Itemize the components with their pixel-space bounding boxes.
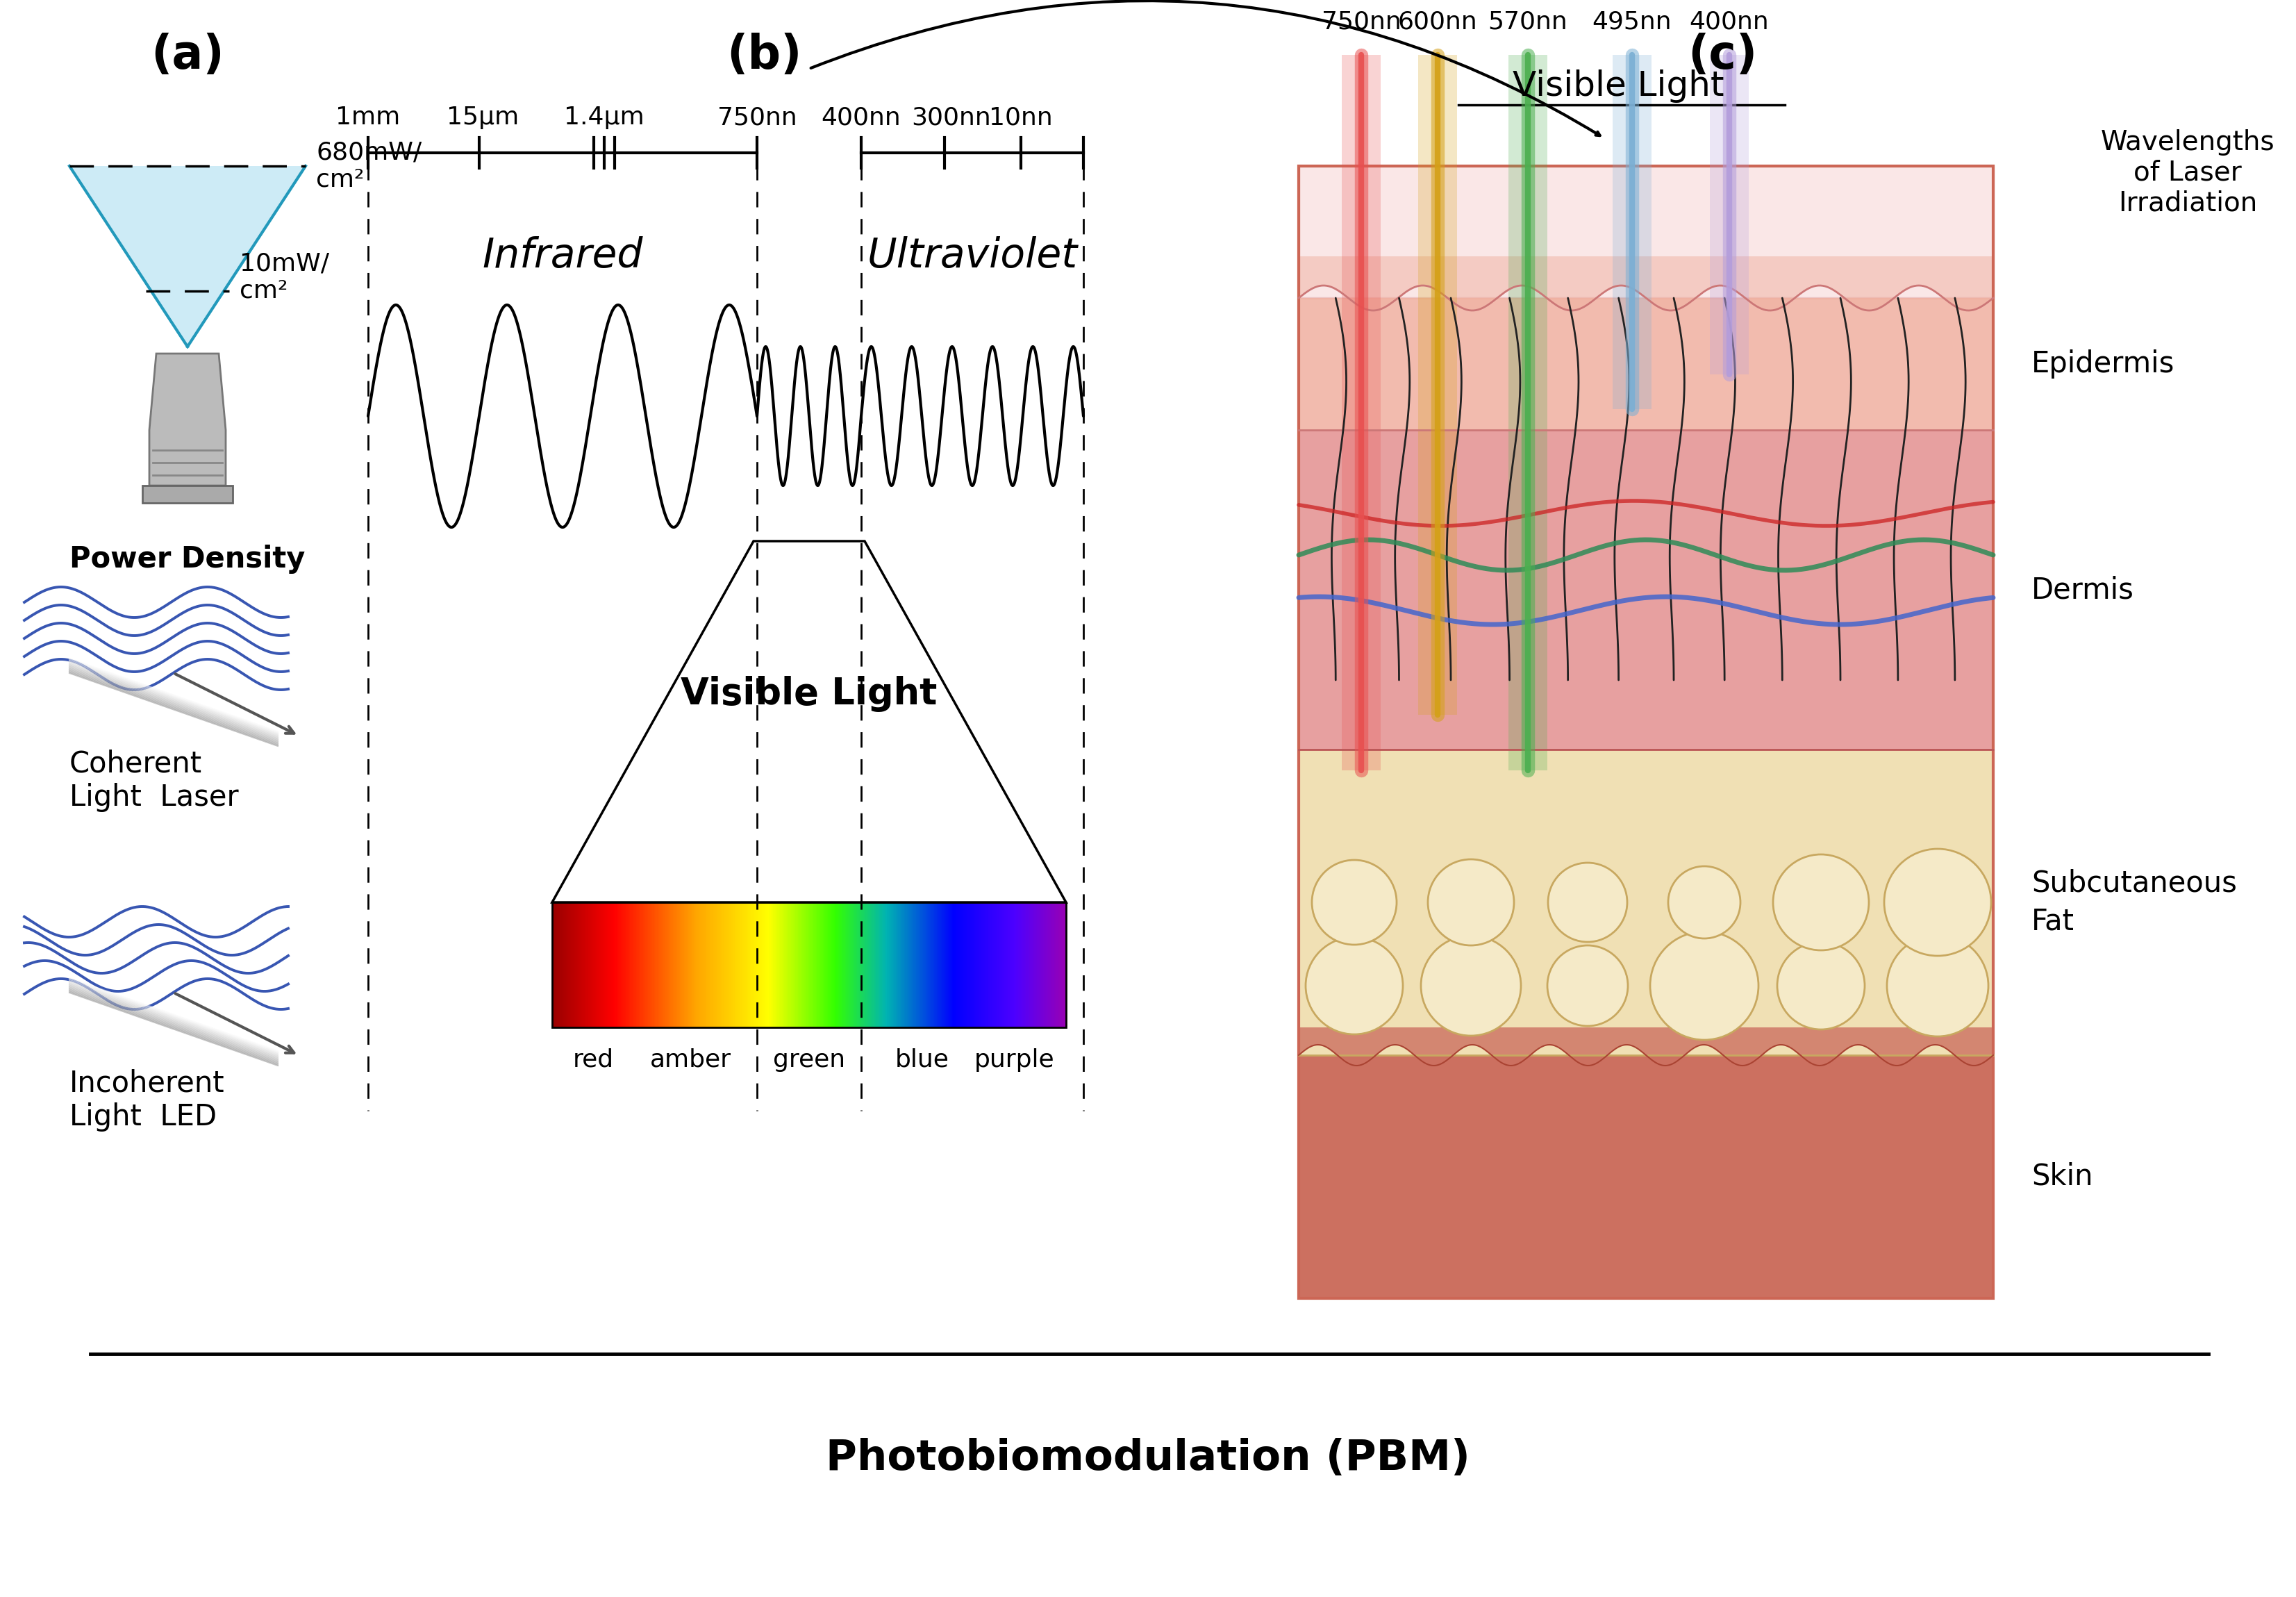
Text: 680mW/
cm²: 680mW/ cm² bbox=[317, 141, 422, 192]
Text: Coherent
Light  Laser: Coherent Light Laser bbox=[69, 749, 239, 813]
Text: 600nn: 600nn bbox=[1398, 11, 1476, 34]
Circle shape bbox=[1773, 854, 1869, 950]
Text: Ultraviolet: Ultraviolet bbox=[868, 236, 1077, 276]
Circle shape bbox=[1428, 859, 1513, 945]
Text: (b): (b) bbox=[726, 32, 801, 78]
Circle shape bbox=[1306, 937, 1403, 1035]
Text: 10nn: 10nn bbox=[990, 105, 1054, 129]
Text: (c): (c) bbox=[1688, 32, 1756, 78]
Circle shape bbox=[1887, 934, 1988, 1036]
Circle shape bbox=[1651, 931, 1759, 1040]
Text: red: red bbox=[572, 1048, 613, 1072]
Circle shape bbox=[1548, 945, 1628, 1025]
Text: 400nn: 400nn bbox=[1690, 11, 1770, 34]
Circle shape bbox=[1669, 866, 1740, 939]
Text: Power Density: Power Density bbox=[69, 545, 305, 573]
Text: 1mm: 1mm bbox=[335, 105, 400, 129]
Text: 1.4μm: 1.4μm bbox=[565, 105, 645, 129]
Text: Infrared: Infrared bbox=[482, 236, 643, 276]
Circle shape bbox=[1548, 862, 1628, 942]
Text: Dermis: Dermis bbox=[2032, 575, 2133, 604]
Text: Visible Light: Visible Light bbox=[682, 676, 937, 712]
Text: purple: purple bbox=[974, 1048, 1054, 1072]
Text: Wavelengths
of Laser
Irradiation: Wavelengths of Laser Irradiation bbox=[2101, 129, 2275, 217]
Bar bbox=[1612, 54, 1651, 409]
Bar bbox=[1419, 54, 1458, 715]
Text: 750nn: 750nn bbox=[1322, 11, 1401, 34]
Bar bbox=[1711, 54, 1750, 374]
Circle shape bbox=[1885, 850, 1991, 957]
Text: 570nn: 570nn bbox=[1488, 11, 1568, 34]
Text: green: green bbox=[774, 1048, 845, 1072]
Bar bbox=[1341, 54, 1380, 770]
Text: Visible Light: Visible Light bbox=[1513, 69, 1724, 102]
Bar bbox=[1300, 1056, 1993, 1298]
Text: (a): (a) bbox=[152, 32, 225, 78]
Text: 15μm: 15μm bbox=[445, 105, 519, 129]
Bar bbox=[551, 902, 1065, 1027]
Bar bbox=[1300, 166, 1993, 1298]
Bar bbox=[1300, 749, 1993, 1056]
Text: Photobiomodulation (PBM): Photobiomodulation (PBM) bbox=[827, 1437, 1469, 1479]
Text: blue: blue bbox=[895, 1048, 948, 1072]
Circle shape bbox=[1777, 942, 1864, 1030]
Bar bbox=[1508, 54, 1548, 770]
Circle shape bbox=[1311, 859, 1396, 945]
Bar bbox=[1300, 430, 1993, 749]
Text: amber: amber bbox=[650, 1048, 732, 1072]
Polygon shape bbox=[69, 166, 305, 347]
Text: Skin: Skin bbox=[2032, 1163, 2094, 1191]
Bar bbox=[142, 485, 232, 503]
Text: 495nn: 495nn bbox=[1591, 11, 1671, 34]
Text: Incoherent
Light  LED: Incoherent Light LED bbox=[69, 1068, 225, 1132]
Bar bbox=[1300, 299, 1993, 430]
Circle shape bbox=[1421, 936, 1520, 1036]
Text: 300nn: 300nn bbox=[912, 105, 992, 129]
Text: 400nn: 400nn bbox=[822, 105, 900, 129]
Text: 750nn: 750nn bbox=[716, 105, 797, 129]
Bar bbox=[1300, 166, 1993, 299]
Text: Subcutaneous
Fat: Subcutaneous Fat bbox=[2032, 869, 2236, 936]
Text: 10mW/
cm²: 10mW/ cm² bbox=[239, 252, 328, 303]
Polygon shape bbox=[149, 353, 225, 485]
Text: Epidermis: Epidermis bbox=[2032, 350, 2174, 378]
